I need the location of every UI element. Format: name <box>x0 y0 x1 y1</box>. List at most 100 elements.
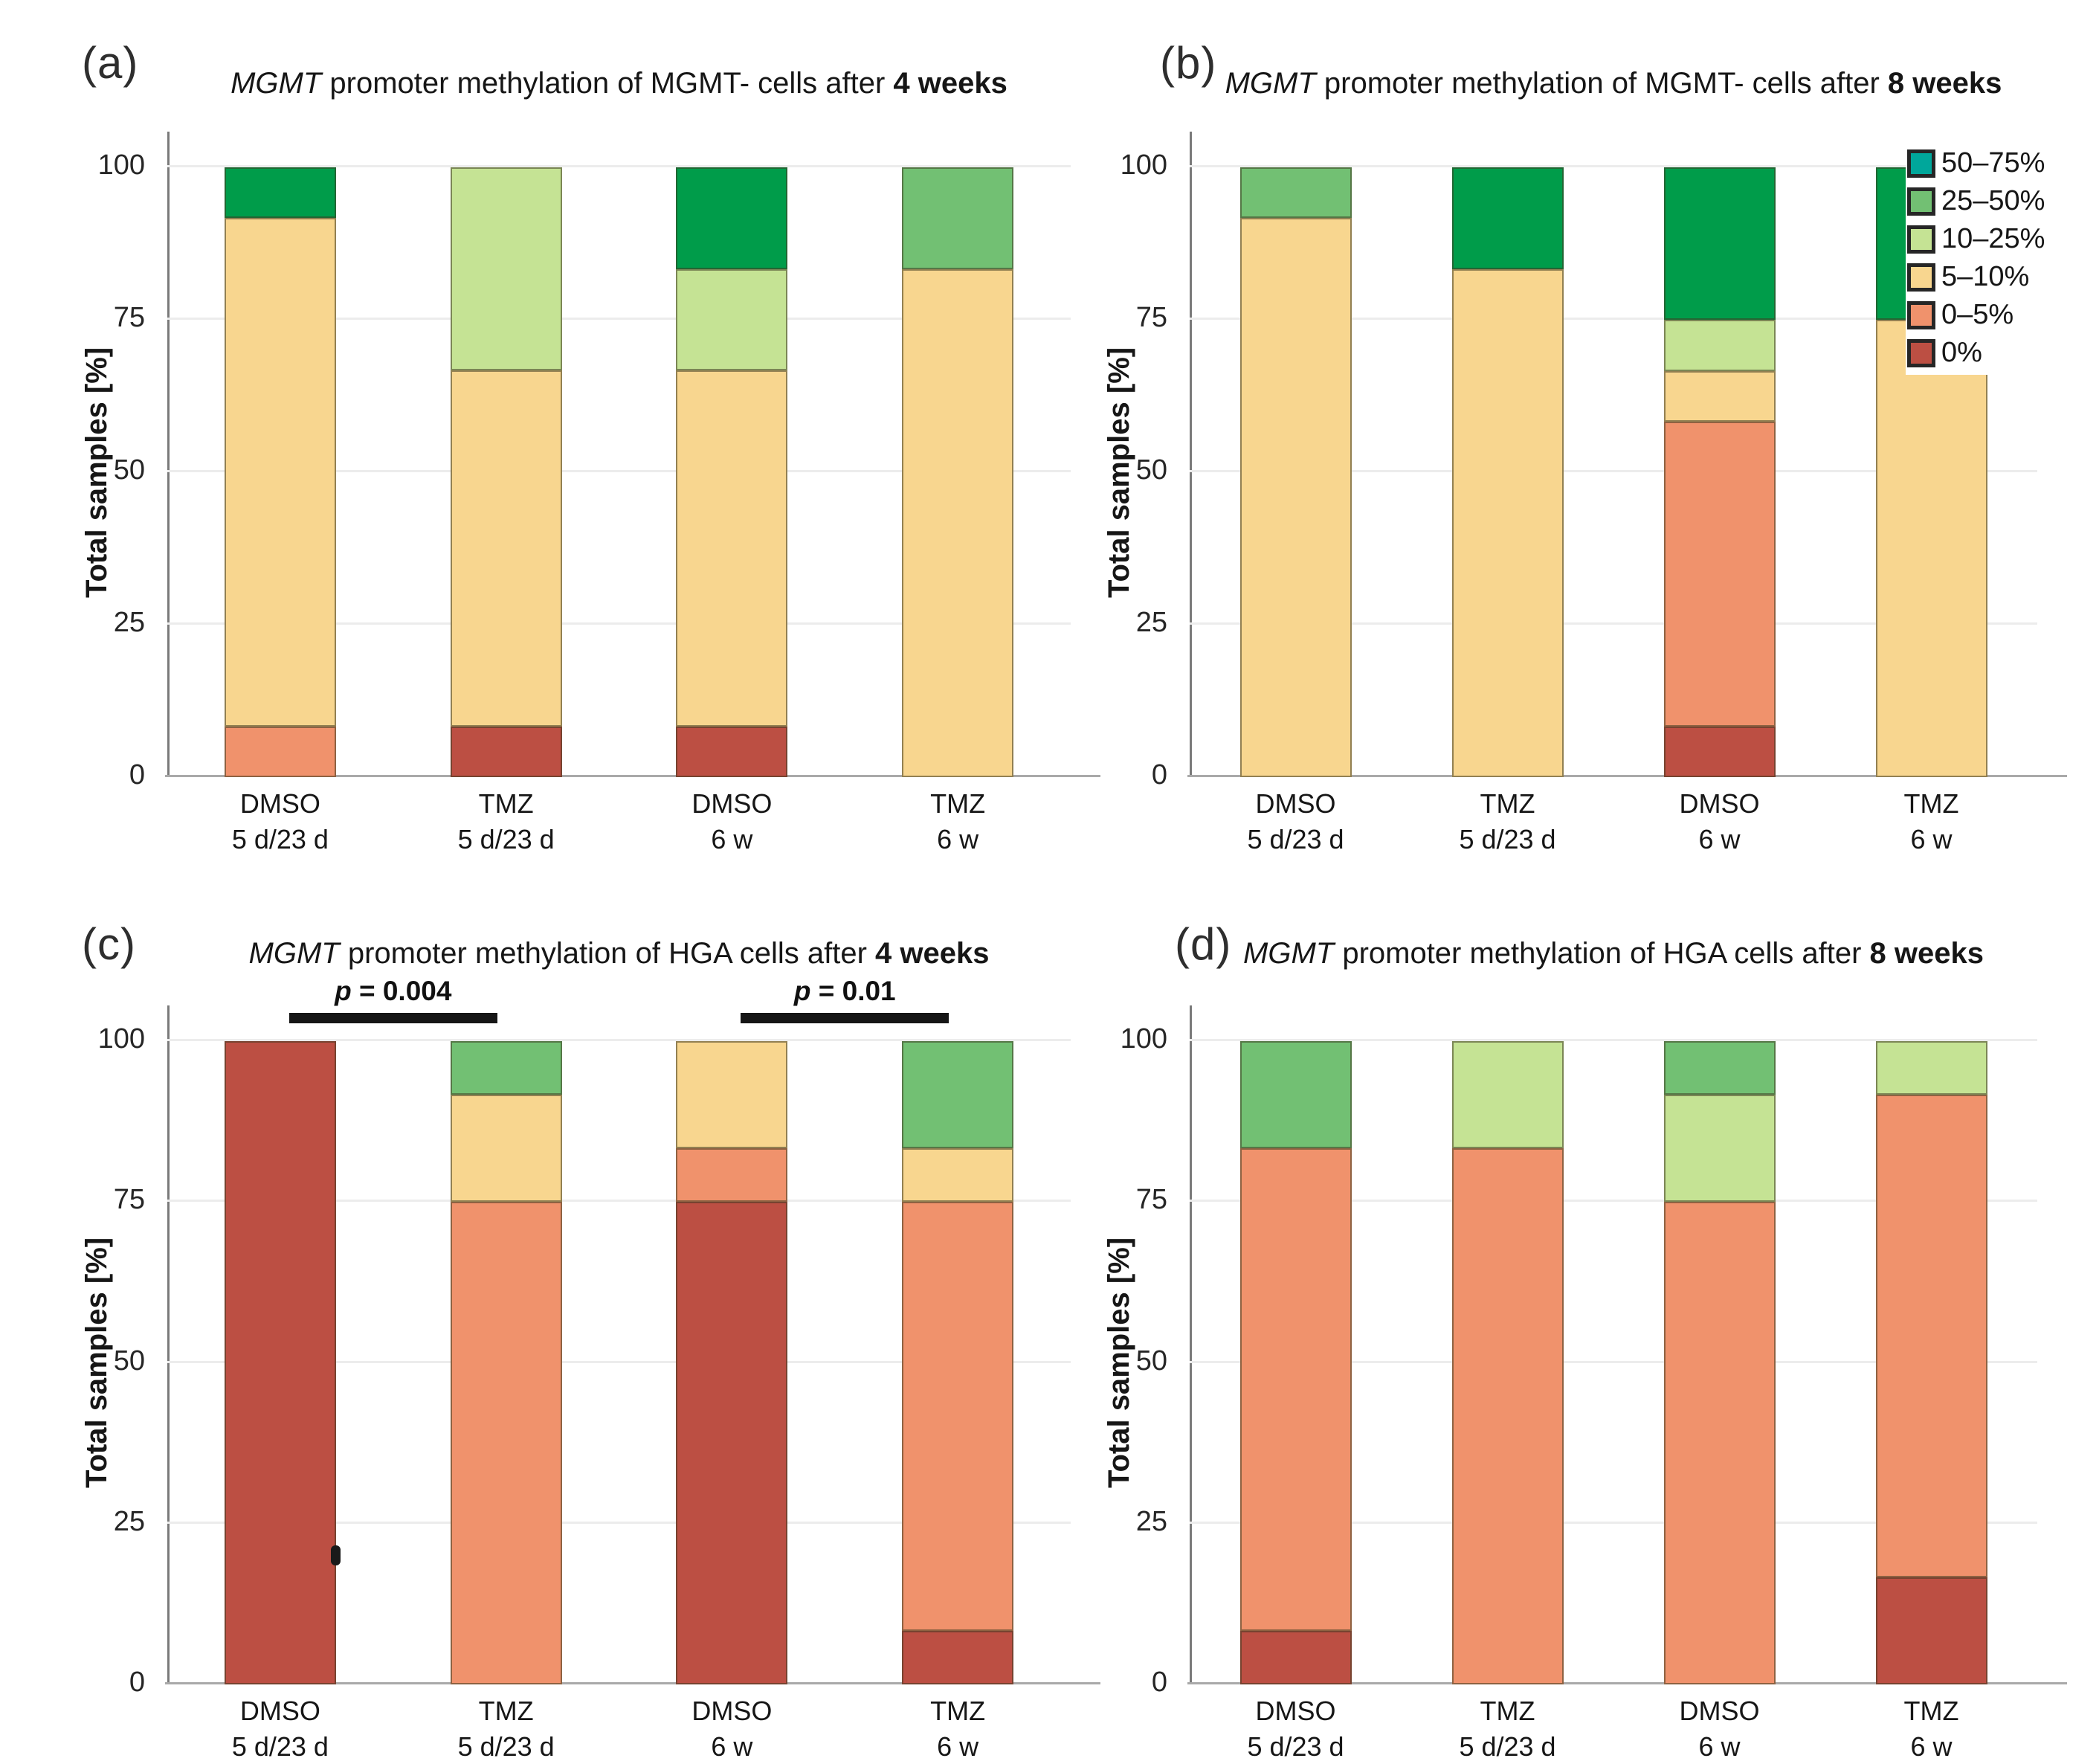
gridline-25 <box>167 622 1071 625</box>
legend-label: 5–10% <box>1941 261 2030 292</box>
x-category-line2: 6 w <box>1910 823 1953 854</box>
bar-slot <box>393 167 619 777</box>
x-category-line1: TMZ <box>478 1696 534 1726</box>
title-weeks-bold: 4 weeks <box>893 67 1007 100</box>
x-category-label: TMZ 6 w <box>1825 786 2037 857</box>
bar-slot <box>1613 1041 1825 1684</box>
gridline-50 <box>167 470 1071 472</box>
bar-segment-0–5% <box>450 1202 562 1684</box>
stacked-bar <box>224 1041 336 1684</box>
gridline-75 <box>1190 318 2037 320</box>
x-category-line2: 5 d/23 d <box>1459 823 1556 854</box>
y-tick-label: 50 <box>1135 454 1167 486</box>
y-tick-label: 100 <box>1120 149 1167 181</box>
bar-segment-0–5% <box>224 726 336 777</box>
bar-segment-0% <box>224 1041 336 1684</box>
bar-slot <box>845 167 1071 777</box>
gridline-75 <box>167 1200 1071 1203</box>
bar-segment-green-dark <box>1663 167 1776 321</box>
significance-label: p = 0.004 <box>335 976 452 1006</box>
bar-slot <box>619 167 845 777</box>
y-tick-label: 50 <box>113 1345 145 1377</box>
bar-segment-10–25% <box>1451 1041 1564 1149</box>
bar-segment-0–5% <box>902 1202 1014 1632</box>
x-axis-labels-a: DMSO 5 d/23 d TMZ 5 d/23 d DMSO 6 w TMZ 6 w <box>167 786 1071 857</box>
x-category-label: TMZ 6 w <box>845 1693 1071 1764</box>
bar-segment-5–10% <box>902 268 1014 777</box>
x-category-label: TMZ 5 d/23 d <box>1402 1693 1613 1764</box>
bar-segment-25–50% <box>1239 167 1352 219</box>
gridline-0 <box>1187 775 2067 777</box>
x-category-label: TMZ 6 w <box>1825 1693 2037 1764</box>
legend: 50–75% 25–50% 10–25% 5–10% 0–5% 0% <box>1906 141 2047 375</box>
gridline-0 <box>165 1682 1100 1684</box>
bar-segment-0% <box>902 1631 1014 1684</box>
x-category-line2: 6 w <box>1698 823 1741 854</box>
gridline-50 <box>1190 470 2037 472</box>
bar-segment-5–10% <box>450 1094 562 1203</box>
x-category-line1: DMSO <box>1255 1696 1336 1726</box>
legend-label: 0–5% <box>1941 299 2014 330</box>
gridline-25 <box>167 1521 1071 1524</box>
plot-area-c: 100 75 50 25 0 p = 0.004 p = 0.01 <box>98 970 1100 1698</box>
legend-entry: 50–75% <box>1907 144 2045 182</box>
legend-label: 0% <box>1941 337 1982 368</box>
bar-segment-5–10% <box>676 1041 788 1149</box>
bar-segment-10–25% <box>1875 1041 1987 1095</box>
x-category-line1: DMSO <box>691 788 773 819</box>
title-weeks-bold: 4 weeks <box>875 937 990 970</box>
x-category-label: TMZ 5 d/23 d <box>393 1693 619 1764</box>
y-axis-line <box>1190 1005 1192 1684</box>
bar-slot <box>167 1041 393 1684</box>
stacked-bar <box>902 167 1014 777</box>
bar-slot <box>845 1041 1071 1684</box>
x-category-line2: 6 w <box>937 1731 979 1762</box>
bars-container <box>1190 1041 2037 1684</box>
x-category-line1: TMZ <box>1480 788 1535 819</box>
significance-bar <box>288 1013 497 1023</box>
legend-swatch-0–5% <box>1907 300 1935 329</box>
panel-title-b: MGMT promoter methylation of MGMT- cells… <box>1190 22 2037 130</box>
panel-letter-b: (b) <box>1160 38 1217 88</box>
bar-segment-0% <box>1239 1631 1352 1684</box>
bar-slot <box>1190 167 1402 777</box>
stacked-bar <box>676 167 788 777</box>
x-axis-labels-d: DMSO 5 d/23 d TMZ 5 d/23 d DMSO 6 w TMZ 6 w <box>1190 1693 2037 1764</box>
bar-segment-5–10% <box>1663 370 1776 422</box>
legend-swatch-10–25% <box>1907 225 1935 254</box>
x-category-label: DMSO 6 w <box>619 1693 845 1764</box>
bar-segment-25–50% <box>902 1041 1014 1149</box>
title-weeks-bold: 8 weeks <box>1887 67 2002 100</box>
y-tick-label: 50 <box>1135 1345 1167 1377</box>
x-category-line1: DMSO <box>691 1696 773 1726</box>
bar-segment-0% <box>676 726 788 777</box>
y-tick-label: 100 <box>97 149 145 181</box>
panel-d: (d) MGMT promoter methylation of HGA cel… <box>1067 885 2099 1764</box>
legend-swatch-5–10% <box>1907 263 1935 292</box>
x-category-label: TMZ 5 d/23 d <box>1402 786 1613 857</box>
legend-label: 10–25% <box>1941 223 2045 254</box>
y-tick-label: 75 <box>1135 1184 1167 1216</box>
bars-container <box>167 167 1071 777</box>
x-category-line2: 6 w <box>711 823 753 854</box>
bar-segment-0% <box>676 1202 788 1684</box>
panel-letter-c: (c) <box>82 919 136 969</box>
panel-c: (c) MGMT promoter methylation of HGA cel… <box>45 885 1100 1764</box>
gridline-100 <box>1190 1039 2037 1041</box>
gridline-0 <box>165 775 1100 777</box>
bar-segment-5–10% <box>1239 218 1352 777</box>
bar-segment-5–10% <box>450 370 562 727</box>
gridline-100 <box>167 1039 1071 1041</box>
x-category-line1: DMSO <box>1679 1696 1760 1726</box>
x-category-line2: 5 d/23 d <box>457 823 555 854</box>
legend-label: 50–75% <box>1941 147 2045 178</box>
x-category-label: DMSO 5 d/23 d <box>167 1693 393 1764</box>
x-category-line1: TMZ <box>1480 1696 1535 1726</box>
y-tick-label: 25 <box>1135 607 1167 638</box>
bar-segment-25–50% <box>902 167 1014 269</box>
bar-slot <box>1825 1041 2037 1684</box>
y-tick-label: 100 <box>1120 1023 1167 1055</box>
bar-segment-10–25% <box>1663 1094 1776 1203</box>
x-category-line1: DMSO <box>1679 788 1760 819</box>
x-category-line2: 5 d/23 d <box>1247 1731 1344 1762</box>
